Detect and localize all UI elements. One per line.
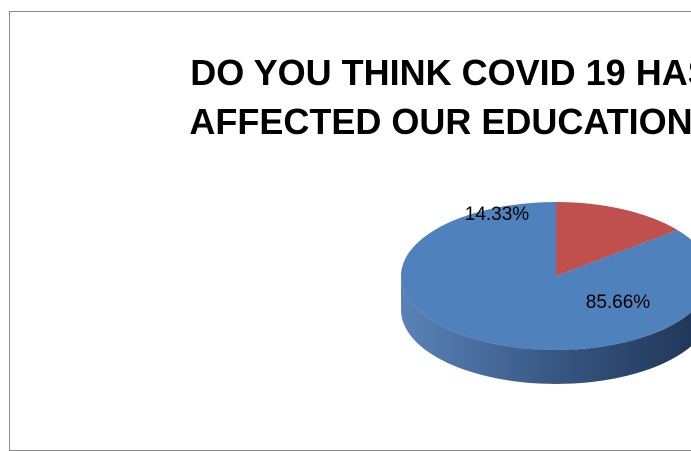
pie-data-label-1: 14.33% <box>465 204 530 225</box>
pie-slice-1 <box>556 202 678 276</box>
pie-chart: 85.66% 14.33% <box>401 202 691 384</box>
pie-slice-0 <box>401 202 691 350</box>
pie-side-wall <box>401 276 691 384</box>
pie-data-label-0: 85.66% <box>586 292 651 313</box>
chart-title-line-1: DO YOU THINK COVID 19 HAS <box>190 52 691 93</box>
chart-title: DO YOU THINK COVID 19 HAS AFFECTED OUR E… <box>10 48 691 146</box>
chart-title-line-2: AFFECTED OUR EDUCATION? <box>189 101 691 142</box>
